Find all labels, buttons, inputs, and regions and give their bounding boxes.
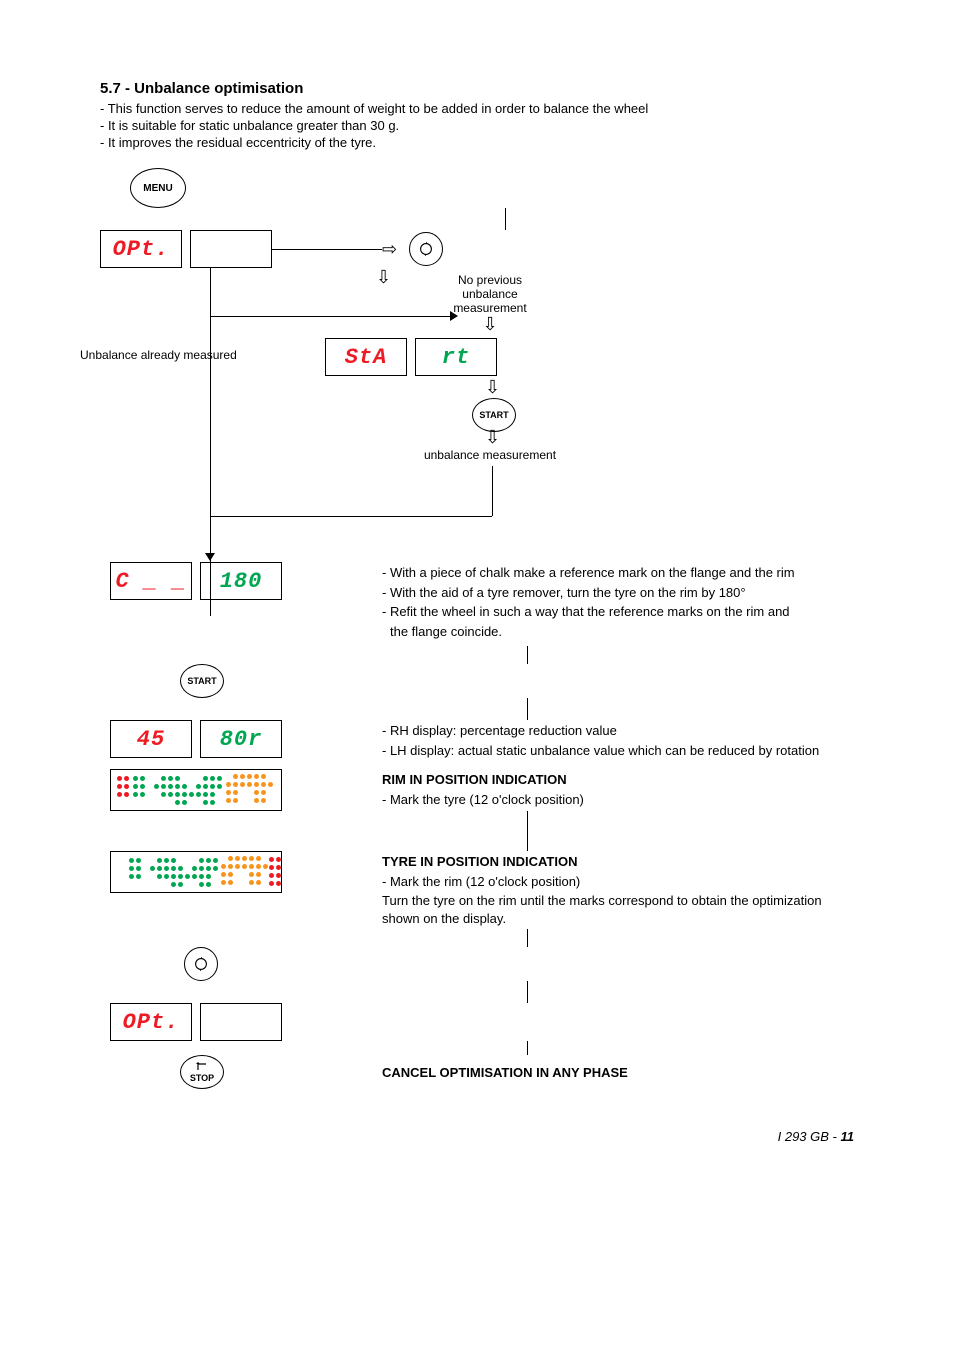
seg-c: C _ _ <box>115 569 186 594</box>
np1: No previous <box>430 273 550 287</box>
tyre-2: Turn the tyre on the rim until the marks… <box>382 892 854 927</box>
cancel-text: CANCEL OPTIMISATION IN ANY PHASE <box>382 1065 628 1080</box>
footer-page: 11 <box>841 1129 855 1144</box>
rim-1: - Mark the tyre (12 o'clock position) <box>382 791 854 809</box>
desc-180: - With a piece of chalk make a reference… <box>382 562 854 642</box>
np3: measurement <box>430 301 550 315</box>
seg-opt: OPt. <box>113 237 170 262</box>
b45-2: - LH display: actual static unbalance va… <box>382 742 854 760</box>
arrow-down-3: ⇩ <box>485 428 500 446</box>
unbalance-measurement-label: unbalance measurement <box>400 448 580 462</box>
start-button-2[interactable]: START <box>180 664 224 698</box>
bullet-2: - It is suitable for static unbalance gr… <box>100 118 854 133</box>
stop-label: STOP <box>190 1073 214 1083</box>
desc-tyre: TYRE IN POSITION INDICATION - Mark the r… <box>382 851 854 929</box>
led-panel-tyre <box>110 851 282 893</box>
display-45-80r: 45 80r <box>110 720 282 758</box>
arrow-down-np: ⇩ <box>482 314 497 334</box>
stop-button[interactable]: STOP <box>180 1055 224 1089</box>
display-c-180: C _ _ 180 <box>110 562 282 600</box>
spin-button-2[interactable] <box>184 947 218 981</box>
no-previous-label: No previous unbalance measurement ⇩ <box>430 273 550 333</box>
b180-1: - With a piece of chalk make a reference… <box>382 564 854 582</box>
seg-45: 45 <box>137 727 165 752</box>
intro-bullets: - This function serves to reduce the amo… <box>100 101 854 150</box>
spin-icon <box>417 240 435 258</box>
b45-1: - RH display: percentage reduction value <box>382 722 854 740</box>
b180-3: - Refit the wheel in such a way that the… <box>382 603 854 621</box>
spin-button-1[interactable] <box>409 232 443 266</box>
footer-code: I 293 GB - <box>778 1129 841 1144</box>
seg-opt-final: OPt. <box>123 1010 180 1035</box>
display-opt: OPt. <box>100 230 272 268</box>
arrow-right-1: ⇨ <box>382 240 397 258</box>
arrow-down-2: ⇩ <box>485 378 500 396</box>
start-label-1: START <box>479 410 508 420</box>
seg-sta: StA <box>345 345 388 370</box>
tyre-1: - Mark the rim (12 o'clock position) <box>382 873 854 891</box>
np2: unbalance <box>430 287 550 301</box>
already-measured-label: Unbalance already measured <box>80 348 237 362</box>
bullet-3: - It improves the residual eccentricity … <box>100 135 854 150</box>
stop-icon <box>196 1062 208 1072</box>
seg-rt: rt <box>442 345 470 370</box>
display-sta-rt: StA rt <box>325 338 497 376</box>
section-title: 5.7 - Unbalance optimisation <box>100 80 854 97</box>
page-footer: I 293 GB - 11 <box>100 1129 854 1144</box>
menu-button[interactable]: MENU <box>130 168 186 208</box>
b180-2: - With the aid of a tyre remover, turn t… <box>382 584 854 602</box>
seg-80r: 80r <box>220 727 263 752</box>
spin-icon-2 <box>192 955 210 973</box>
display-opt-final: OPt. <box>110 1003 282 1041</box>
tyre-title: TYRE IN POSITION INDICATION <box>382 853 854 871</box>
arrow-down-1: ⇩ <box>376 268 391 286</box>
b180-4: the flange coincide. <box>382 623 854 641</box>
bullet-1: - This function serves to reduce the amo… <box>100 101 854 116</box>
desc-rim: RIM IN POSITION INDICATION - Mark the ty… <box>382 769 854 810</box>
led-panel-rim <box>110 769 282 811</box>
start-label-2: START <box>187 676 216 686</box>
seg-180: 180 <box>220 569 263 594</box>
menu-label: MENU <box>143 183 172 194</box>
rim-title: RIM IN POSITION INDICATION <box>382 771 854 789</box>
desc-45: - RH display: percentage reduction value… <box>382 720 854 761</box>
